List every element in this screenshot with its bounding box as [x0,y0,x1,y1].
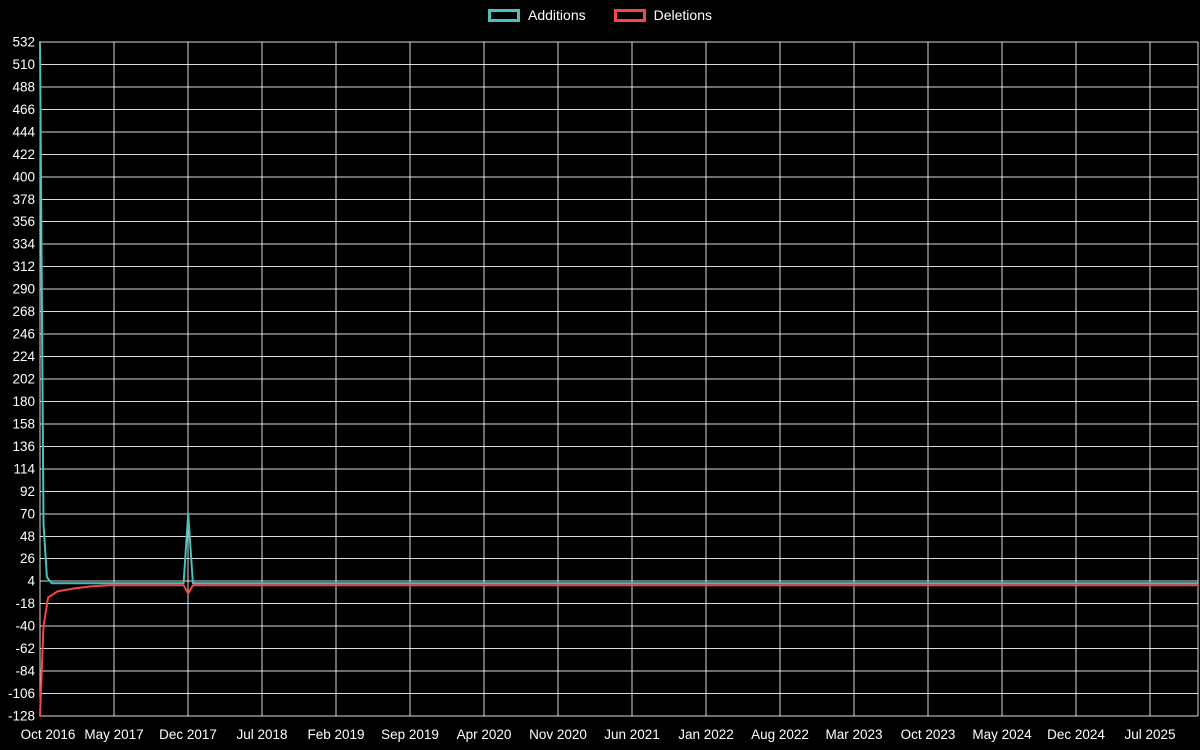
y-tick-label: 356 [12,214,35,229]
additions-legend-label: Additions [528,7,586,23]
y-tick-label: 532 [12,35,35,50]
legend-item-deletions[interactable]: Deletions [613,7,712,23]
y-tick-label: 246 [12,327,35,342]
y-tick-label: 136 [12,439,35,454]
y-tick-label: 202 [12,372,35,387]
x-tick-label: Sep 2019 [381,727,439,742]
x-tick-label: Apr 2020 [457,727,512,742]
deletions-legend-label: Deletions [653,7,712,23]
x-tick-label: Aug 2022 [751,727,809,742]
y-tick-label: 510 [12,57,35,72]
x-tick-label: Jul 2018 [236,727,287,742]
x-tick-label: Mar 2023 [825,727,882,742]
y-tick-label: 312 [12,259,35,274]
x-tick-label: Oct 2023 [901,727,956,742]
y-tick-label: 334 [12,237,35,252]
y-tick-label: 400 [12,169,35,184]
y-tick-label: 268 [12,304,35,319]
x-tick-label: Nov 2020 [529,727,587,742]
deletions-line [39,584,1199,717]
x-tick-label: Dec 2024 [1047,727,1105,742]
y-tick-label: 422 [12,147,35,162]
y-tick-label: -84 [15,664,35,679]
y-tick-label: -18 [15,596,35,611]
y-tick-label: 158 [12,416,35,431]
legend: Additions Deletions [0,8,1200,22]
y-tick-label: 444 [12,124,35,139]
y-tick-label: 26 [20,551,35,566]
y-tick-label: -106 [8,686,35,701]
y-tick-label: 48 [20,529,35,544]
x-tick-label: Jan 2022 [678,727,734,742]
y-tick-label: 114 [13,461,35,476]
x-tick-label: May 2024 [972,727,1032,742]
y-tick-label: 290 [12,282,35,297]
y-tick-label: 70 [20,506,35,521]
legend-item-additions[interactable]: Additions [488,8,586,22]
deletions-legend-swatch-icon [613,8,646,22]
y-tick-label: -62 [15,641,35,656]
y-tick-label: -128 [8,709,35,724]
x-tick-label: Oct 2016 [21,727,76,742]
y-tick-label: 180 [12,394,35,409]
y-tick-label: 466 [12,102,35,117]
y-tick-label: 488 [12,79,35,94]
y-tick-label: 4 [27,574,35,589]
additions-legend-swatch-icon [488,8,521,22]
additions-line [39,41,1199,585]
y-tick-label: 224 [12,349,35,364]
x-tick-label: Feb 2019 [307,727,364,742]
y-tick-label: -40 [15,619,35,634]
x-tick-label: Jul 2025 [1124,727,1175,742]
x-tick-label: Dec 2017 [159,727,217,742]
x-tick-label: May 2017 [84,727,143,742]
y-tick-label: 378 [12,192,35,207]
y-tick-label: 92 [20,484,35,499]
x-tick-label: Jun 2021 [604,727,660,742]
